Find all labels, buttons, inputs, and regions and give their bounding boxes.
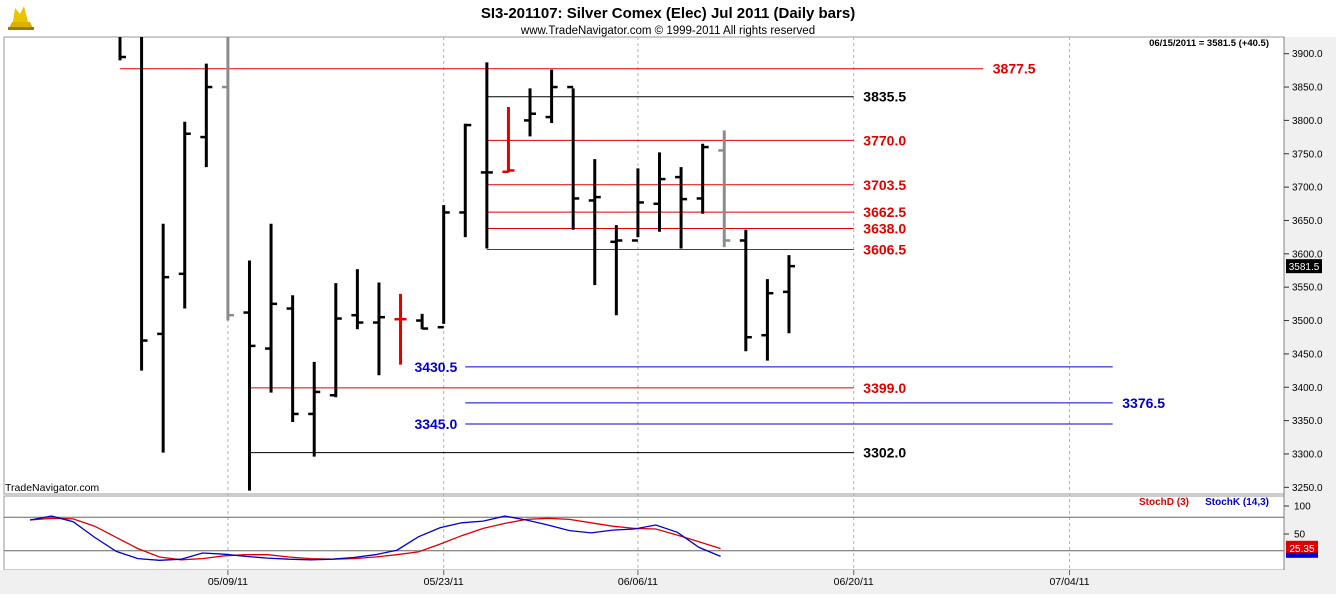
- level-label-3399.0: 3399.0: [863, 380, 906, 396]
- y-tick-label: 3450.0: [1292, 349, 1323, 360]
- price-bar-05/13: [308, 361, 321, 457]
- price-bar-06/13: [739, 229, 752, 352]
- last-price-label: 3581.5: [1289, 262, 1320, 273]
- price-bar-05/27: [524, 88, 537, 137]
- price-bar-05/31: [545, 69, 558, 124]
- price-bar-05/26: [502, 107, 515, 174]
- stoch-y-tick-label: 50: [1294, 530, 1306, 541]
- price-bar-05/11: [265, 223, 278, 393]
- price-bar-06/03: [610, 225, 623, 316]
- price-bar-06/07: [653, 152, 666, 232]
- date-axis: 05/09/11 05/23/11 06/06/11 06/20/11 07/04/11: [208, 570, 1090, 588]
- price-bar-06/14: [761, 279, 774, 361]
- price-bar-06/08: [675, 167, 688, 249]
- y-tick-label: 3400.0: [1292, 383, 1323, 394]
- stoch-legend-k: StochK (14,3): [1205, 497, 1269, 508]
- price-bar-06/02: [588, 159, 601, 286]
- stoch-series-k: [29, 515, 721, 561]
- x-tick-label: 07/04/11: [1049, 576, 1089, 588]
- y-tick-label: 3550.0: [1292, 283, 1323, 294]
- y-tick-label: 3850.0: [1292, 83, 1323, 94]
- stoch-legend-d: StochD (3): [1139, 497, 1189, 508]
- level-label-3703.5: 3703.5: [863, 177, 906, 193]
- price-bar-05/02: [118, 37, 126, 61]
- level-label-3877.5: 3877.5: [993, 61, 1036, 77]
- y-tick-label: 3500.0: [1292, 316, 1323, 327]
- stoch-last-box: [1286, 540, 1318, 555]
- price-bars: [118, 37, 795, 491]
- level-label-3302.0: 3302.0: [863, 445, 906, 461]
- price-bar-05/20: [416, 313, 429, 330]
- level-label-3662.5: 3662.5: [863, 204, 906, 220]
- level-label-3770.0: 3770.0: [863, 132, 906, 148]
- price-bar-05/12: [286, 295, 299, 422]
- readout: 06/15/2011 = 3581.5 (+40.5): [1149, 38, 1269, 49]
- y-tick-label: 3800.0: [1292, 116, 1323, 127]
- price-bar-06/09: [696, 143, 709, 214]
- price-bar-05/18: [372, 282, 385, 376]
- stoch-last-label: 25.35: [1289, 544, 1314, 555]
- logo: [6, 3, 36, 30]
- brand-label: TradeNavigator.com: [5, 482, 99, 494]
- y-tick-label: 3650.0: [1292, 216, 1323, 227]
- price-axis: 3250.0 3300.0 3350.0 3400.0 3450.0 3500.0 3550…: [1284, 49, 1323, 494]
- level-label-3835.5: 3835.5: [863, 89, 906, 105]
- price-bar-06/10: [718, 130, 731, 248]
- level-label-3345.0: 3345.0: [414, 416, 457, 432]
- last-price-box: [1286, 259, 1322, 274]
- x-tick-label: 05/09/11: [208, 576, 248, 588]
- price-bar-05/17: [351, 269, 364, 330]
- stoch-last-box-k: [1286, 552, 1318, 558]
- axis-background: [1284, 37, 1336, 570]
- stoch-panel-border: [3, 495, 1285, 571]
- y-tick-label: 3250.0: [1292, 483, 1323, 494]
- price-bar-05/25: [480, 62, 493, 249]
- stochastic-panel: 50 100 StochD (3) StochK (14,3) 25.35: [4, 497, 1318, 561]
- price-panel-border: [3, 36, 1285, 495]
- y-tick-label: 3750.0: [1292, 149, 1323, 160]
- price-bar-06/15: [782, 255, 795, 334]
- level-label-3606.5: 3606.5: [863, 241, 906, 257]
- chart-frame: [0, 36, 1336, 594]
- chart-title: SI3-201107: Silver Comex (Elec) Jul 2011…: [481, 5, 855, 22]
- x-tick-label: 06/06/11: [618, 576, 658, 588]
- level-label-3376.5: 3376.5: [1122, 395, 1165, 411]
- chart-subtitle: www.TradeNavigator.com © 1999-2011 All r…: [520, 25, 815, 37]
- price-bar-05/16: [329, 283, 342, 398]
- price-bar-05/05: [178, 121, 191, 309]
- price-bar-05/03: [140, 37, 148, 371]
- stoch-series-d: [29, 517, 721, 561]
- price-bar-06/06: [631, 168, 644, 242]
- x-tick-label: 06/20/11: [834, 576, 874, 588]
- y-tick-label: 3350.0: [1292, 416, 1323, 427]
- price-bar-05/06: [200, 63, 213, 168]
- y-tick-label: 3900.0: [1292, 49, 1323, 60]
- price-bar-05/24: [459, 123, 472, 238]
- date-axis-background: [0, 570, 1336, 594]
- stoch-y-tick-label: 100: [1294, 502, 1311, 513]
- price-bar-06/01: [567, 85, 580, 230]
- level-label-3638.0: 3638.0: [863, 220, 906, 236]
- price-bar-05/09: [221, 37, 234, 321]
- price-bar-05/04: [157, 223, 170, 453]
- x-tick-label: 05/23/11: [424, 576, 464, 588]
- price-bar-05/10: [243, 260, 256, 491]
- y-tick-label: 3700.0: [1292, 183, 1323, 194]
- level-label-3430.5: 3430.5: [414, 359, 457, 375]
- y-tick-label: 3600.0: [1292, 249, 1323, 260]
- price-bar-05/19: [394, 293, 407, 365]
- price-bar-05/23: [437, 205, 450, 329]
- y-tick-label: 3300.0: [1292, 449, 1323, 460]
